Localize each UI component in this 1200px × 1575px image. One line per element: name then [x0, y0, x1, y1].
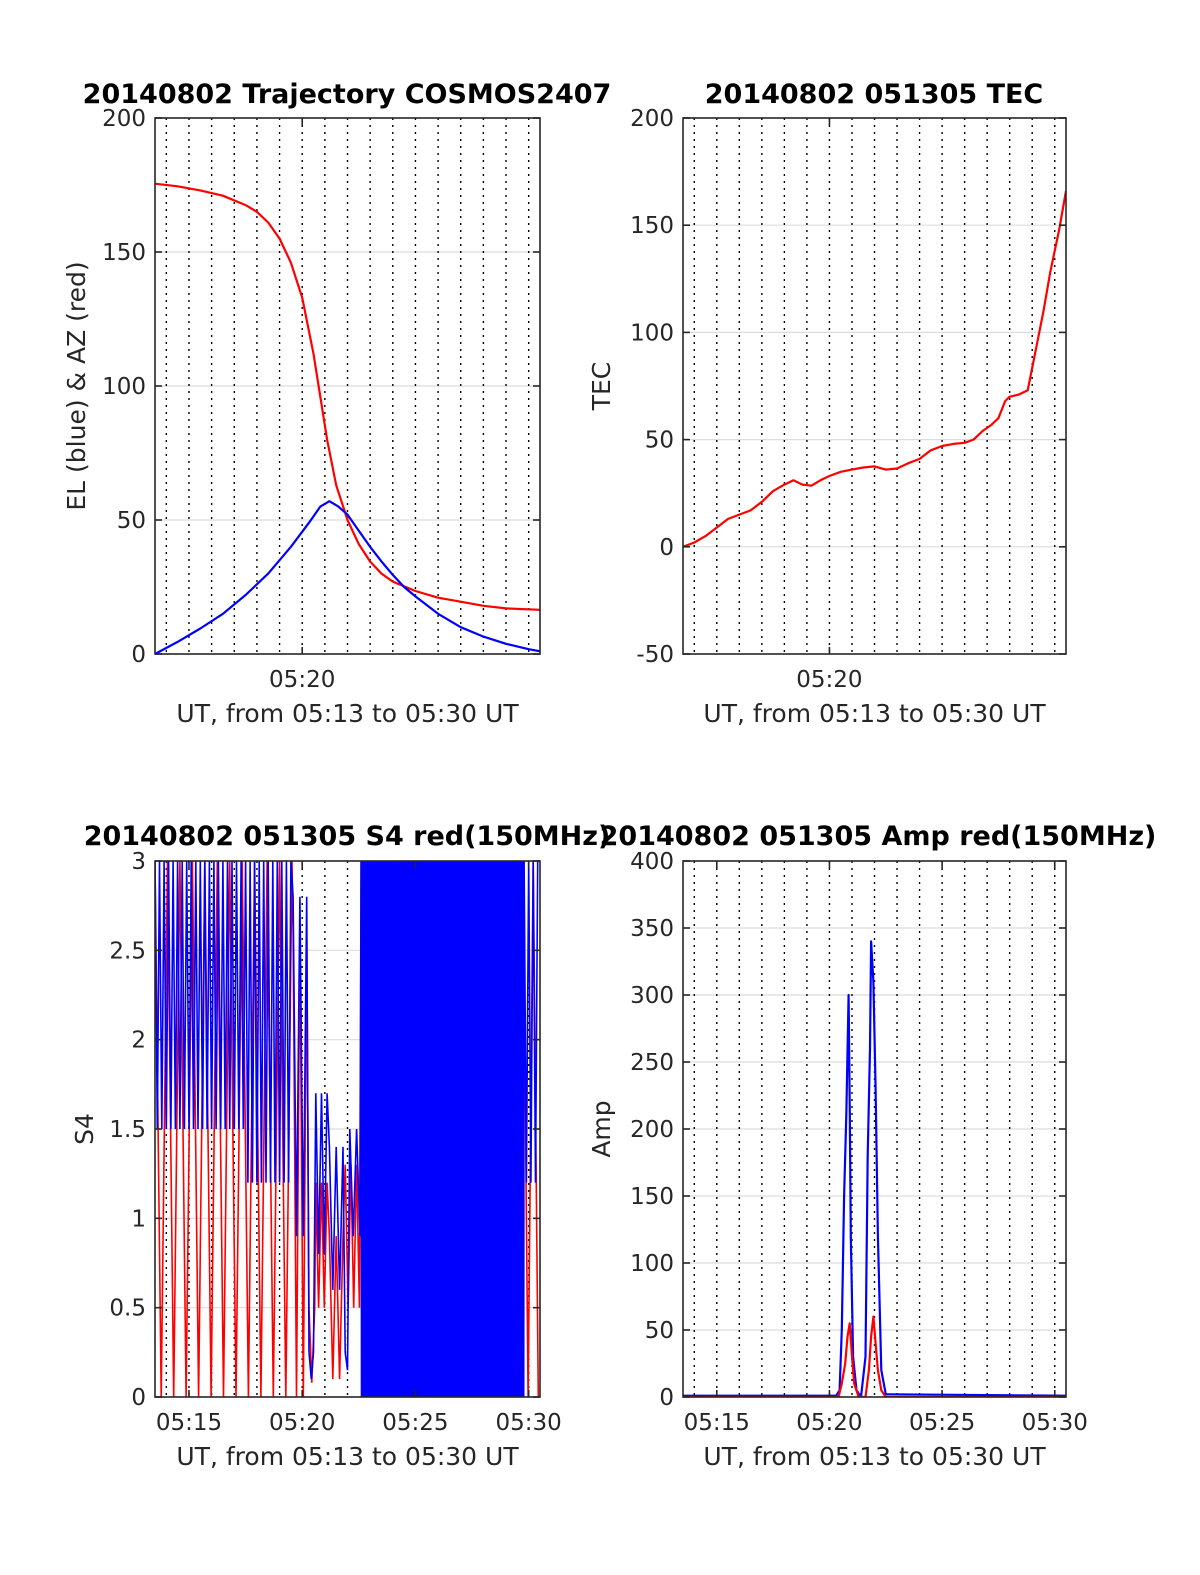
- y-axis-label: Amp: [587, 1100, 616, 1157]
- x-tick-label: 05:15: [684, 1410, 750, 1436]
- y-tick-label: 200: [630, 106, 674, 132]
- x-tick-label: 05:20: [796, 1410, 862, 1436]
- x-tick-label: 05:30: [1022, 1410, 1088, 1436]
- y-tick-label: 350: [630, 916, 674, 942]
- y-axis-label: TEC: [587, 362, 616, 412]
- axes-box: [682, 117, 1067, 655]
- chart-title: 20140802 Trajectory COSMOS2407: [83, 79, 612, 110]
- series-line-blue: [683, 940, 1066, 1397]
- x-axis-label: UT, from 05:13 to 05:30 UT: [703, 1442, 1046, 1471]
- y-tick-label: 150: [102, 240, 146, 266]
- series-group: [683, 190, 1066, 548]
- series-group: [155, 861, 540, 1397]
- y-tick-label: 0: [131, 1385, 146, 1411]
- y-tick-label: 300: [630, 983, 674, 1009]
- trajectory-panel: 0 50 100 150 200 05:20 20140802 Trajectory COS…: [62, 79, 611, 728]
- y-tick-label: 100: [630, 320, 674, 346]
- chart-title: 20140802 051305 Amp red(150MHz): [600, 821, 1157, 852]
- x-tick-label: 05:25: [382, 1410, 448, 1436]
- y-tick-label: 0: [659, 1385, 674, 1411]
- y-tick-label: 2: [131, 1028, 146, 1054]
- y-tick-label: -50: [636, 642, 674, 668]
- y-tick-label: 0: [131, 642, 146, 668]
- chart-title: 20140802 051305 S4 red(150MHz): [84, 821, 611, 852]
- series-line-tec: [683, 190, 1066, 548]
- y-tick-label: 200: [630, 1117, 674, 1143]
- y-tick-label: 150: [630, 1184, 674, 1210]
- y-axis-label: S4: [70, 1113, 99, 1145]
- y-tick-label: 250: [630, 1050, 674, 1076]
- y-axis-label: EL (blue) & AZ (red): [62, 261, 91, 510]
- s4-panel: 0 0.5 1 1.5 2 2.5 3 05:15 05:20 05:25 05:30 2014080…: [70, 821, 610, 1471]
- x-axis-label: UT, from 05:13 to 05:30 UT: [703, 699, 1046, 728]
- y-tick-label: 150: [630, 213, 674, 239]
- y-tick-label: 2.5: [109, 938, 146, 964]
- x-axis-label: UT, from 05:13 to 05:30 UT: [176, 699, 519, 728]
- series-group: [683, 940, 1066, 1397]
- y-tick-label: 100: [630, 1251, 674, 1277]
- y-tick-label: 1.5: [109, 1117, 146, 1143]
- series-line-el: [155, 500, 540, 654]
- y-tick-label: 50: [645, 428, 674, 454]
- amp-panel: 0 50 100 150 200 250 300 350 400 05:15 05:20 05:25 0…: [587, 821, 1156, 1471]
- y-tick-label: 100: [102, 374, 146, 400]
- tec-panel: -50 0 50 100 150 200 05:20 20140802 051305 TEC U…: [587, 79, 1067, 728]
- series-group: [155, 182, 540, 654]
- x-tick-label: 05:15: [156, 1410, 222, 1436]
- series-line-az: [155, 182, 540, 611]
- x-tick-label: 05:20: [269, 667, 335, 693]
- x-tick-label: 05:25: [909, 1410, 975, 1436]
- y-tick-label: 50: [117, 508, 146, 534]
- y-tick-label: 400: [630, 849, 674, 875]
- y-tick-label: 3: [131, 849, 146, 875]
- y-tick-label: 1: [131, 1206, 146, 1232]
- series-line-red: [683, 1315, 1066, 1397]
- y-tick-label: 50: [645, 1318, 674, 1344]
- x-axis-label: UT, from 05:13 to 05:30 UT: [176, 1442, 519, 1471]
- chart-title: 20140802 051305 TEC: [705, 79, 1044, 110]
- x-tick-label: 05:30: [496, 1410, 562, 1436]
- x-tick-label: 05:20: [796, 667, 862, 693]
- series-trace-blue: [155, 861, 539, 1397]
- y-tick-label: 200: [102, 106, 146, 132]
- y-tick-label: 0: [659, 535, 674, 561]
- y-tick-label: 0.5: [109, 1296, 146, 1322]
- x-tick-label: 05:20: [269, 1410, 335, 1436]
